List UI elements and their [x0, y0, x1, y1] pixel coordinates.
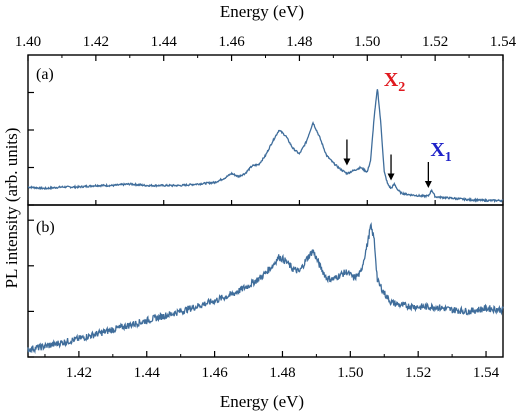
exciton-label-main: X	[430, 139, 445, 161]
peak-arrow-head	[424, 181, 432, 188]
exciton-label-main: X	[384, 69, 399, 91]
peak-arrow-head	[343, 158, 351, 166]
peak-arrow-head	[387, 173, 395, 181]
panel-b-label: (b)	[36, 219, 55, 236]
exciton-label-x1: X1	[430, 139, 451, 165]
bottom-tick-label: 1.44	[134, 365, 161, 381]
y-axis-title: PL intensity (arb. units)	[2, 128, 21, 289]
top-tick-label: 1.44	[151, 34, 178, 50]
panel-b-frame	[27, 204, 504, 358]
exciton-label-sub: 2	[398, 80, 405, 95]
exciton-label-x2: X2	[384, 69, 405, 95]
bottom-tick-label: 1.42	[66, 365, 92, 381]
bottom-tick-label: 1.50	[337, 365, 363, 381]
bottom-axis-ticks: 1.42 1.44 1.46 1.48 1.50 1.52 1.54	[28, 219, 500, 381]
exciton-label-sub: 1	[445, 150, 452, 165]
panel-b-spectrum-line	[27, 222, 504, 355]
top-tick-label: 1.52	[422, 34, 448, 50]
panel-a-label: (a)	[36, 66, 54, 83]
top-axis-title: Energy (eV)	[220, 2, 304, 21]
top-tick-label: 1.50	[354, 34, 380, 50]
bottom-tick-label: 1.46	[201, 365, 228, 381]
panel-a-spectrum-line	[27, 89, 504, 204]
top-axis-ticks: 1.40 1.42 1.44 1.46 1.48 1.50 1.52 1.54	[15, 34, 517, 206]
panel-a-series	[27, 89, 504, 204]
bottom-tick-label: 1.48	[269, 365, 295, 381]
bottom-axis-title: Energy (eV)	[220, 392, 304, 411]
panel-a-frame	[27, 54, 504, 206]
bottom-tick-label: 1.52	[405, 365, 431, 381]
top-tick-label: 1.42	[83, 34, 109, 50]
top-tick-label: 1.48	[286, 34, 312, 50]
top-tick-label: 1.54	[490, 34, 517, 50]
top-tick-label: 1.46	[218, 34, 245, 50]
bottom-tick-label: 1.54	[473, 365, 500, 381]
panel-b-series	[27, 222, 504, 355]
top-tick-label: 1.40	[15, 34, 41, 50]
